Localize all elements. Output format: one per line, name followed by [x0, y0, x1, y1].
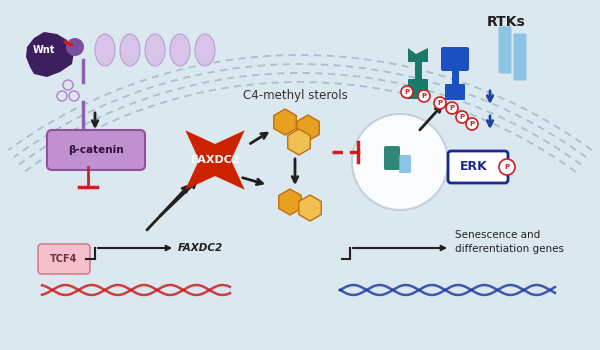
Text: FAXDC2: FAXDC2: [191, 155, 239, 165]
Text: P: P: [437, 100, 443, 106]
Circle shape: [401, 86, 413, 98]
Circle shape: [352, 114, 448, 210]
Polygon shape: [185, 130, 245, 190]
Text: TCF4: TCF4: [50, 254, 77, 264]
Circle shape: [499, 159, 515, 175]
Text: FAXDC2: FAXDC2: [178, 243, 223, 253]
Polygon shape: [297, 115, 319, 141]
Ellipse shape: [145, 34, 165, 66]
Circle shape: [66, 38, 84, 56]
Circle shape: [466, 118, 478, 130]
Text: P: P: [421, 93, 427, 99]
Circle shape: [434, 97, 446, 109]
Polygon shape: [299, 195, 321, 221]
Text: P: P: [505, 164, 509, 170]
Polygon shape: [26, 32, 74, 77]
Ellipse shape: [170, 34, 190, 66]
Ellipse shape: [120, 34, 140, 66]
Text: RTKs: RTKs: [487, 15, 526, 29]
FancyBboxPatch shape: [514, 34, 527, 80]
Text: ERK: ERK: [460, 161, 488, 174]
Ellipse shape: [95, 34, 115, 66]
FancyBboxPatch shape: [47, 130, 145, 170]
FancyBboxPatch shape: [38, 244, 90, 274]
Text: P: P: [404, 89, 410, 95]
FancyBboxPatch shape: [448, 151, 508, 183]
FancyBboxPatch shape: [445, 84, 465, 100]
FancyBboxPatch shape: [499, 27, 511, 74]
Polygon shape: [279, 189, 301, 215]
Circle shape: [446, 102, 458, 114]
Text: β-catenin: β-catenin: [68, 145, 124, 155]
Text: Wnt: Wnt: [33, 45, 55, 55]
FancyBboxPatch shape: [384, 146, 400, 170]
Circle shape: [418, 90, 430, 102]
Text: Senescence and
differentiation genes: Senescence and differentiation genes: [455, 230, 564, 254]
Text: P: P: [449, 105, 455, 111]
Polygon shape: [288, 129, 310, 155]
FancyBboxPatch shape: [399, 155, 411, 173]
Circle shape: [456, 111, 468, 123]
FancyBboxPatch shape: [441, 47, 469, 71]
Text: P: P: [460, 114, 464, 120]
Ellipse shape: [195, 34, 215, 66]
Text: P: P: [469, 121, 475, 127]
FancyBboxPatch shape: [408, 79, 428, 99]
Polygon shape: [408, 48, 428, 62]
Text: C4-methyl sterols: C4-methyl sterols: [242, 89, 347, 101]
Polygon shape: [274, 109, 296, 135]
